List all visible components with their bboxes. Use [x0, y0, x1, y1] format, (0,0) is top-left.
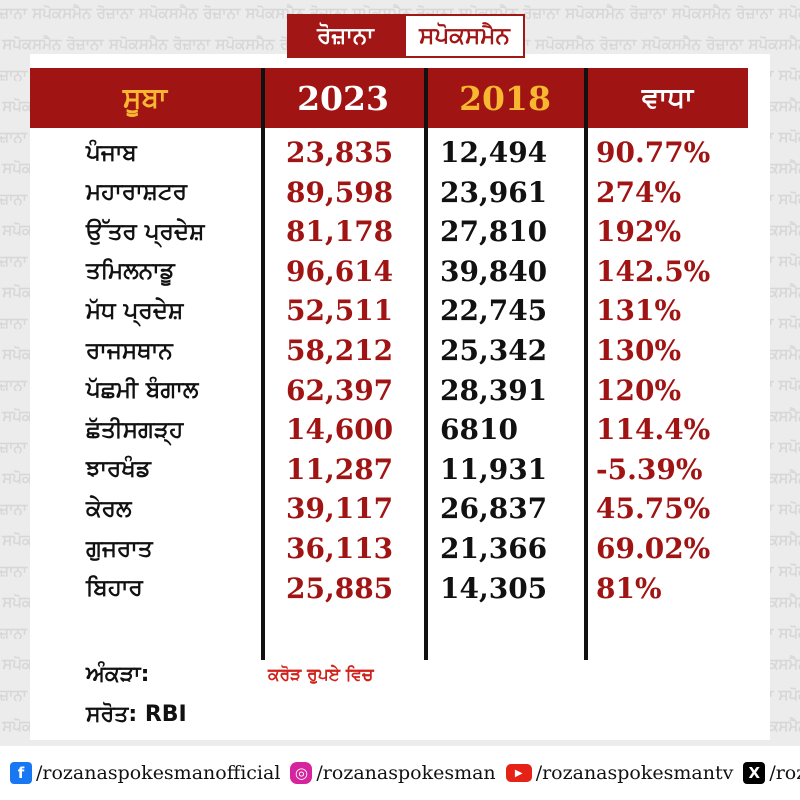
cell-state: ਗੁਜਰਾਤ	[86, 535, 153, 562]
column-divider	[424, 68, 428, 660]
cell-2023: 96,614	[286, 254, 394, 288]
column-divider	[584, 68, 588, 660]
cell-2023: 36,113	[286, 532, 394, 565]
table-header: ਸੂਬਾ 2023 2018 ਵਾਧਾ	[30, 68, 748, 128]
logo-left-text: ਰੋਜ਼ਾਨਾ	[287, 14, 404, 58]
cell-2018: 27,810	[440, 215, 548, 249]
cell-change: 130%	[596, 334, 682, 367]
cell-2018: 22,745	[440, 294, 548, 328]
cell-change: 274%	[596, 175, 682, 209]
cell-state: ਪੱਛਮੀ ਬੰਗਾਲ	[86, 377, 199, 404]
cell-2018: 25,342	[440, 334, 548, 367]
brand-logo: ਰੋਜ਼ਾਨਾ ਸਪੋਕਸਮੈਨ	[287, 14, 525, 58]
cell-2023: 52,511	[286, 294, 394, 328]
table-row: ਪੱਛਮੀ ਬੰਗਾਲ 62,397 28,391 120%	[0, 371, 800, 410]
unit-note: ਕਰੋੜ ਰੁਪਏ ਵਿਚ	[268, 665, 374, 685]
header-2023: 2023	[297, 78, 389, 118]
cell-state: ਉੱਤਰ ਪ੍ਰਦੇਸ਼	[86, 218, 205, 245]
source-label: ਸਰੋਤ: RBI	[86, 702, 187, 727]
cell-change: 120%	[596, 373, 682, 407]
header-state: ਸੂਬਾ	[122, 81, 168, 114]
header-2018: 2018	[459, 78, 551, 118]
cell-change: 142.5%	[596, 254, 711, 288]
table-row: ਉੱਤਰ ਪ੍ਰਦੇਸ਼ 81,178 27,810 192%	[0, 212, 800, 251]
cell-state: ਰਾਜਸਥਾਨ	[86, 337, 173, 364]
table-row: ਪੰਜਾਬ 23,835 12,494 90.77%	[0, 133, 800, 172]
social-link[interactable]: ▶/rozanaspokesmantv	[505, 762, 734, 784]
social-handle: /rozanaspokesman	[769, 762, 800, 784]
table-row: ਛੱਤੀਸਗੜ੍ਹ 14,600 6810 114.4%	[0, 410, 800, 449]
cell-2023: 11,287	[286, 452, 394, 486]
social-bar: f/rozanaspokesmanofficial ◎/rozanaspokesm…	[0, 746, 800, 800]
cell-state: ਬਿਹਾਰ	[86, 575, 143, 602]
logo-right-text: ਸਪੋਕਸਮੈਨ	[404, 14, 525, 58]
social-handle: /rozanaspokesman	[316, 762, 496, 784]
data-label: ਅੰਕੜਾ:	[86, 662, 150, 687]
cell-2023: 25,885	[286, 571, 394, 605]
cell-2018: 39,840	[440, 254, 548, 288]
cell-2018: 23,961	[440, 175, 548, 209]
cell-state: ਕੇਰਲ	[86, 495, 132, 522]
table-row: ਮੱਧ ਪ੍ਰਦੇਸ਼ 52,511 22,745 131%	[0, 291, 800, 330]
table-row: ਝਾਰਖੰਡ 11,287 11,931 -5.39%	[0, 450, 800, 489]
cell-state: ਛੱਤੀਸਗੜ੍ਹ	[86, 416, 184, 443]
cell-2018: 21,366	[440, 532, 548, 565]
cell-state: ਮਹਾਰਾਸ਼ਟਰ	[86, 179, 187, 206]
cell-2023: 81,178	[286, 215, 394, 249]
cell-change: -5.39%	[596, 452, 703, 486]
social-link[interactable]: ◎/rozanaspokesman	[290, 762, 496, 784]
cell-2018: 28,391	[440, 373, 548, 407]
cell-change: 45.75%	[596, 492, 711, 526]
cell-2023: 62,397	[286, 373, 394, 407]
social-handle: /rozanaspokesmanofficial	[36, 762, 281, 784]
cell-2018: 6810	[440, 413, 518, 447]
cell-2023: 14,600	[286, 413, 394, 447]
x-icon: X	[743, 762, 766, 784]
cell-state: ਪੰਜਾਬ	[86, 139, 137, 166]
table-row: ਬਿਹਾਰ 25,885 14,305 81%	[0, 569, 800, 608]
cell-2018: 26,837	[440, 492, 548, 526]
table-row: ਰਾਜਸਥਾਨ 58,212 25,342 130%	[0, 331, 800, 370]
table-row: ਕੇਰਲ 39,117 26,837 45.75%	[0, 489, 800, 528]
cell-change: 131%	[596, 294, 682, 328]
cell-2018: 12,494	[440, 136, 548, 169]
cell-change: 114.4%	[596, 413, 711, 447]
facebook-icon: f	[10, 762, 32, 784]
social-handle: /rozanaspokesmantv	[535, 762, 734, 784]
cell-2018: 14,305	[440, 571, 548, 605]
youtube-icon: ▶	[505, 764, 532, 782]
cell-state: ਤਮਿਲਨਾਡੂ	[86, 258, 175, 285]
cell-2018: 11,931	[440, 452, 548, 486]
cell-change: 192%	[596, 215, 682, 249]
cell-state: ਮੱਧ ਪ੍ਰਦੇਸ਼	[86, 297, 184, 324]
cell-change: 81%	[596, 571, 662, 605]
table-card	[30, 54, 770, 740]
cell-2023: 89,598	[286, 175, 394, 209]
instagram-icon: ◎	[290, 762, 313, 784]
cell-2023: 39,117	[286, 492, 394, 526]
cell-2023: 58,212	[286, 334, 394, 367]
cell-2023: 23,835	[286, 136, 394, 169]
column-divider	[261, 68, 265, 660]
social-link[interactable]: f/rozanaspokesmanofficial	[10, 762, 280, 784]
watermark-row: ਰੋਜ਼ਾਨਾ ਸਪੋਕਸਮੈਨ ਰੋਜ਼ਾਨਾ ਸਪੋਕਸਮੈਨ ਰੋਜ਼ਾਨ…	[0, 4, 800, 22]
table-row: ਮਹਾਰਾਸ਼ਟਰ 89,598 23,961 274%	[0, 173, 800, 212]
cell-change: 69.02%	[596, 532, 711, 565]
cell-change: 90.77%	[596, 136, 711, 169]
cell-state: ਝਾਰਖੰਡ	[86, 456, 151, 483]
table-row: ਤਮਿਲਨਾਡੂ 96,614 39,840 142.5%	[0, 252, 800, 291]
table-row: ਗੁਜਰਾਤ 36,113 21,366 69.02%	[0, 529, 800, 568]
header-change: ਵਾਧਾ	[641, 81, 694, 114]
social-link[interactable]: X/rozanaspokesman	[743, 762, 800, 784]
